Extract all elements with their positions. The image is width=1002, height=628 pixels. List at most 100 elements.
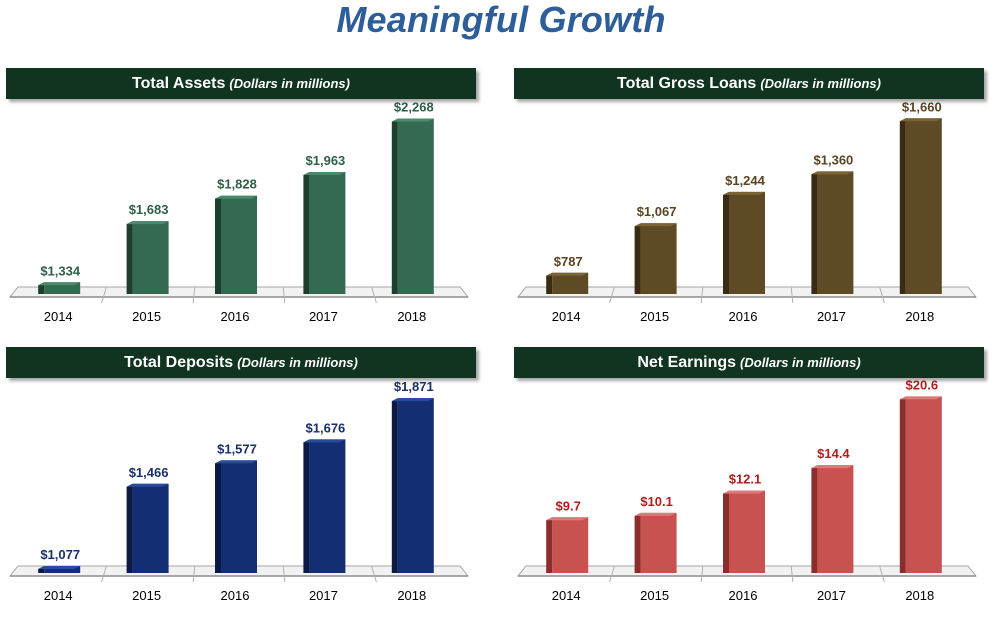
x-tick-label: 2014	[552, 588, 581, 603]
panel-header: Total Assets (Dollars in millions)	[6, 68, 476, 99]
bar	[221, 195, 257, 294]
x-tick-label: 2015	[640, 588, 669, 603]
category-divider	[700, 286, 704, 304]
data-label: $1,828	[217, 177, 257, 192]
bar-side	[634, 223, 641, 294]
data-label: $1,660	[902, 99, 942, 114]
category-divider	[700, 565, 704, 583]
x-tick-label: 2014	[44, 309, 73, 324]
data-label: $1,963	[306, 153, 346, 168]
data-label: $9.7	[556, 498, 581, 513]
category-divider	[790, 286, 794, 304]
bar	[44, 566, 81, 573]
bar-side	[215, 460, 221, 573]
bar-side	[126, 483, 133, 573]
chart-title: Total Gross Loans	[617, 75, 757, 92]
bar-top	[126, 483, 169, 487]
x-tick-label: 2017	[309, 588, 338, 603]
bar-top	[723, 490, 765, 494]
net-earnings-panel: Net Earnings (Dollars in millions) $9.7 20…	[514, 347, 984, 613]
data-label: $20.6	[906, 378, 939, 392]
category-divider	[192, 286, 196, 304]
bar-side	[303, 172, 310, 294]
x-tick-label: 2015	[132, 588, 161, 603]
bar-top	[303, 172, 346, 176]
x-tick-label: 2018	[397, 309, 426, 324]
bar	[397, 118, 434, 294]
category-divider	[879, 565, 885, 583]
data-label: $1,466	[129, 465, 169, 480]
bar	[817, 171, 854, 294]
bar	[729, 490, 765, 573]
total-gross-loans-panel: Total Gross Loans (Dollars in millions) $…	[514, 68, 984, 334]
bar-top	[215, 460, 257, 464]
x-tick-label: 2015	[640, 309, 669, 324]
bar	[640, 512, 677, 573]
category-divider	[609, 286, 615, 304]
bar-side	[546, 517, 553, 573]
bar-top	[391, 118, 434, 122]
bar-side	[723, 191, 729, 294]
bar-side	[303, 439, 310, 573]
category-divider	[282, 286, 286, 304]
total-deposits-panel: Total Deposits (Dollars in millions) $1,0…	[6, 347, 476, 613]
data-label: $1,077	[40, 547, 80, 562]
x-tick-label: 2018	[397, 588, 426, 603]
x-tick-label: 2018	[905, 588, 934, 603]
total-assets-chart: $1,334 2014 $1,683 2015 $1,828 2016 $1,963 2017…	[8, 100, 470, 324]
bar	[729, 191, 765, 294]
bar-top	[899, 396, 942, 400]
bar-side	[391, 398, 398, 573]
bar	[132, 221, 169, 294]
data-label: $1,067	[637, 204, 677, 219]
bar	[552, 517, 589, 573]
bar-top	[391, 398, 434, 402]
bar-top	[38, 566, 81, 570]
bar-top	[546, 272, 589, 276]
bar-side	[811, 171, 818, 294]
bar	[552, 272, 589, 294]
bar-side	[723, 490, 729, 573]
bar-side	[126, 221, 133, 294]
chart-title: Total Deposits	[124, 354, 234, 371]
bar-side	[899, 396, 906, 573]
panel-header: Net Earnings (Dollars in millions)	[514, 347, 984, 378]
x-tick-label: 2018	[905, 309, 934, 324]
x-tick-label: 2016	[729, 588, 758, 603]
bar-top	[723, 191, 765, 195]
bar	[905, 396, 942, 573]
panel-header: Total Gross Loans (Dollars in millions)	[514, 68, 984, 99]
total-assets-panel: Total Assets (Dollars in millions) $1,334…	[6, 68, 476, 334]
bar-top	[811, 465, 854, 469]
chart-subtitle: (Dollars in millions)	[237, 355, 358, 370]
bar	[132, 483, 169, 573]
bar-top	[634, 223, 677, 227]
total-gross-loans-chart: $787 2014 $1,067 2015 $1,244 2016 $1,360 2017 $1…	[516, 99, 978, 324]
bar-side	[215, 195, 221, 294]
data-label: $10.1	[640, 494, 673, 509]
data-label: $12.1	[729, 472, 762, 487]
x-tick-label: 2015	[132, 309, 161, 324]
category-divider	[371, 565, 377, 583]
data-label: $1,577	[217, 441, 257, 456]
chart-subtitle: (Dollars in millions)	[760, 76, 881, 91]
category-divider	[282, 565, 286, 583]
x-tick-label: 2016	[221, 309, 250, 324]
data-label: $1,683	[129, 202, 169, 217]
x-tick-label: 2017	[817, 588, 846, 603]
panel-header: Total Deposits (Dollars in millions)	[6, 347, 476, 378]
bar	[905, 118, 942, 294]
data-label: $1,334	[40, 263, 81, 278]
data-label: $787	[554, 254, 583, 269]
bar-top	[38, 282, 81, 286]
category-divider	[609, 565, 615, 583]
bar-top	[811, 171, 854, 175]
data-label: $1,360	[814, 152, 854, 167]
data-label: $2,268	[394, 100, 434, 115]
bar	[309, 172, 346, 294]
category-divider	[101, 286, 107, 304]
x-tick-label: 2017	[309, 309, 338, 324]
bar	[221, 460, 257, 573]
data-label: $14.4	[817, 446, 850, 461]
category-divider	[192, 565, 196, 583]
